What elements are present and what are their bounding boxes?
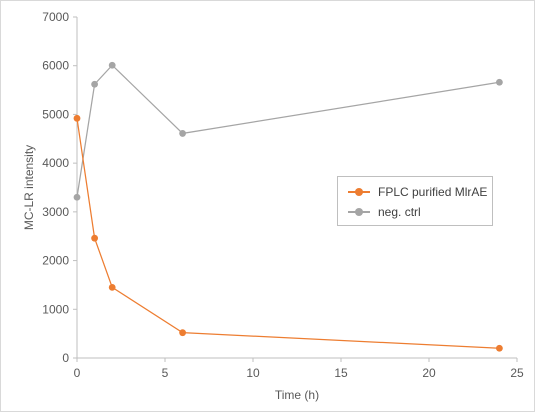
series-line-fplc [76, 118, 500, 349]
y-tick-label: 7000 [42, 10, 69, 24]
legend-marker-neg-ctrl [348, 207, 370, 217]
y-tick-label: 5000 [42, 107, 69, 121]
data-point-fplc [108, 283, 116, 291]
y-axis-title: MC-LR intensity [22, 145, 36, 230]
legend-item-fplc: FPLC purified MlrAE [348, 184, 487, 200]
legend-item-neg-ctrl: neg. ctrl [348, 204, 421, 220]
y-tick-label: 1000 [42, 302, 69, 316]
legend-label-neg-ctrl: neg. ctrl [378, 205, 421, 219]
x-tick-label: 0 [74, 366, 81, 380]
y-tick-label: 3000 [42, 205, 69, 219]
data-point-fplc [496, 344, 503, 352]
x-tick-label: 15 [334, 366, 348, 380]
data-point-neg-ctrl [108, 61, 116, 69]
data-point-neg-ctrl [91, 80, 98, 88]
legend-marker-fplc [348, 187, 370, 197]
y-tick-label: 4000 [42, 156, 69, 170]
data-point-fplc [73, 114, 81, 122]
x-tick-label: 20 [422, 366, 436, 380]
data-point-fplc [179, 329, 187, 337]
legend: FPLC purified MlrAE neg. ctrl [337, 176, 493, 226]
x-tick-label: 25 [510, 366, 524, 380]
legend-label-fplc: FPLC purified MlrAE [378, 185, 488, 199]
data-point-neg-ctrl [496, 78, 503, 86]
y-tick-label: 2000 [42, 254, 69, 268]
x-axis-title: Time (h) [275, 388, 319, 402]
data-point-fplc [91, 234, 98, 242]
data-point-neg-ctrl [179, 130, 187, 137]
data-point-neg-ctrl [73, 193, 81, 201]
y-tick-label: 0 [62, 351, 69, 365]
x-tick-label: 10 [246, 366, 260, 380]
axes [73, 16, 518, 362]
tick-labels: 0 1000 2000 3000 4000 5000 6000 7000 0 5 10 15 20 25 [42, 10, 524, 380]
series-layer [73, 61, 503, 352]
x-tick-label: 5 [162, 366, 169, 380]
y-tick-label: 6000 [42, 59, 69, 73]
